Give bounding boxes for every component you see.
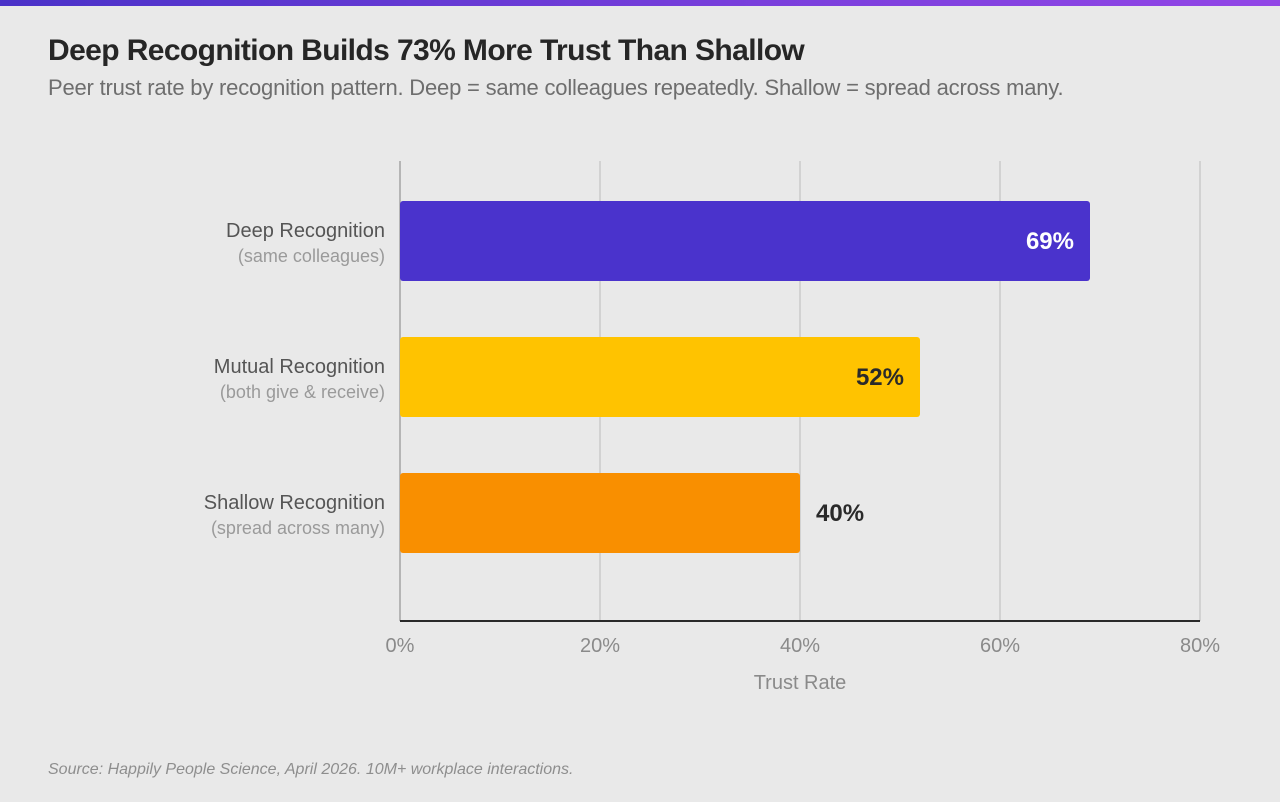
chart-subtitle: Peer trust rate by recognition pattern. … bbox=[48, 75, 1064, 100]
x-tick-label: 40% bbox=[780, 635, 820, 657]
category-label: Mutual Recognition bbox=[214, 356, 385, 378]
category-label: Shallow Recognition bbox=[204, 492, 385, 514]
category-sublabel: (both give & receive) bbox=[220, 382, 385, 402]
bar-mutual-recognition bbox=[400, 337, 920, 417]
x-tick-label: 20% bbox=[580, 635, 620, 657]
accent-top-bar bbox=[0, 0, 1280, 6]
value-label: 52% bbox=[856, 364, 904, 391]
x-tick-label: 0% bbox=[386, 635, 415, 657]
category-sublabel: (same colleagues) bbox=[238, 246, 385, 266]
value-label: 69% bbox=[1026, 228, 1074, 255]
x-axis-title: Trust Rate bbox=[754, 672, 847, 694]
source-note: Source: Happily People Science, April 20… bbox=[48, 761, 574, 778]
value-label: 40% bbox=[816, 500, 864, 527]
category-sublabel: (spread across many) bbox=[211, 518, 385, 538]
chart-title: Deep Recognition Builds 73% More Trust T… bbox=[48, 34, 805, 67]
bar-deep-recognition bbox=[400, 201, 1090, 281]
x-tick-labels: 0% 20% 40% 60% 80% bbox=[386, 635, 1221, 657]
x-tick-label: 60% bbox=[980, 635, 1020, 657]
bar-shallow-recognition bbox=[400, 473, 800, 553]
category-labels: Deep Recognition (same colleagues) Mutual … bbox=[204, 220, 385, 538]
category-label: Deep Recognition bbox=[226, 220, 385, 242]
bars: 69% 52% 40% bbox=[400, 201, 1090, 553]
x-tick-label: 80% bbox=[1180, 635, 1220, 657]
